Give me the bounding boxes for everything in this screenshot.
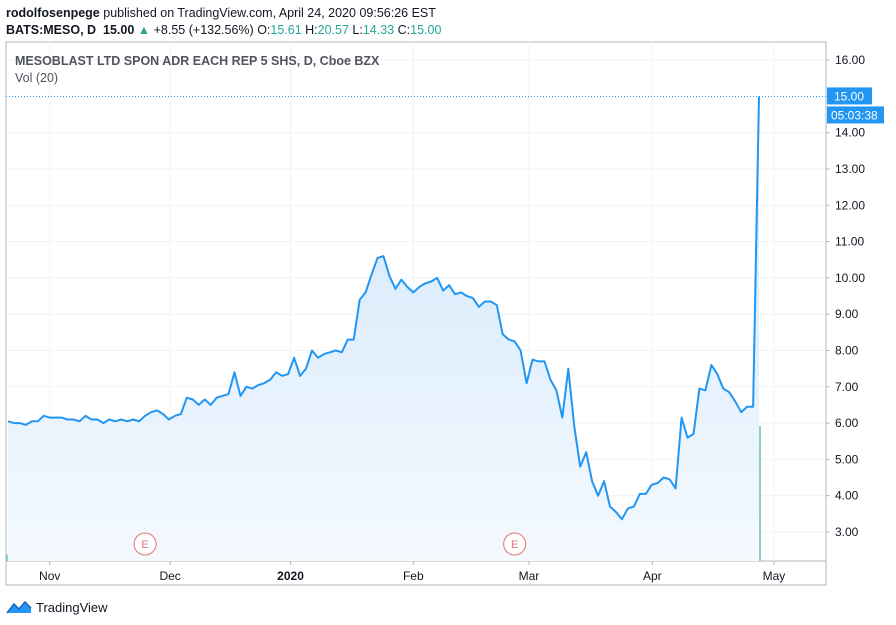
x-tick-label: Dec xyxy=(159,569,180,583)
y-tick-label: 3.00 xyxy=(835,525,859,539)
y-tick-label: 11.00 xyxy=(835,235,864,249)
symbol-line: BATS:MESO, D 15.00 ▲ +8.55 (+132.56%) O:… xyxy=(6,22,441,39)
y-tick-label: 7.00 xyxy=(835,380,859,394)
y-tick-label: 9.00 xyxy=(835,307,859,321)
earnings-marker-label: E xyxy=(141,539,148,551)
y-tick-label: 4.00 xyxy=(835,489,859,503)
x-tick-label: Apr xyxy=(643,569,662,583)
y-tick-label: 10.00 xyxy=(835,271,865,285)
low-label: L: xyxy=(352,23,363,37)
y-tick-label: 12.00 xyxy=(835,198,865,212)
countdown-label: 05:03:38 xyxy=(831,108,878,122)
x-tick-label: 2020 xyxy=(277,569,304,583)
legend-title: MESOBLAST LTD SPON ADR EACH REP 5 SHS, D… xyxy=(15,54,380,68)
close-value: 15.00 xyxy=(410,23,442,37)
up-arrow-icon: ▲ xyxy=(137,23,151,37)
publish-date: published on TradingView.com, April 24, … xyxy=(103,6,436,20)
last-price-label: 15.00 xyxy=(834,89,864,103)
change: +8.55 (+132.56%) xyxy=(153,23,254,37)
tradingview-brand[interactable]: TradingView xyxy=(6,597,108,617)
close-label: C: xyxy=(397,23,411,37)
y-tick-label: 14.00 xyxy=(835,126,865,140)
earnings-marker xyxy=(503,532,527,556)
tradingview-logo-icon xyxy=(6,600,32,614)
last-price: 15.00 xyxy=(103,23,135,37)
price-axis[interactable]: 3.00 4.00 5.00 6.00 7.00 8.00 9.00 10.00 11.00 12… xyxy=(826,53,865,539)
x-tick-label: Nov xyxy=(39,569,60,583)
publish-info: rodolfosenpege published on TradingView.… xyxy=(6,5,441,22)
y-tick-label: 13.00 xyxy=(835,162,865,176)
time-axis[interactable]: Nov Dec 2020 Feb Mar Apr May xyxy=(39,561,785,583)
y-tick-label: 16.00 xyxy=(835,53,865,67)
x-tick-label: Mar xyxy=(519,569,540,583)
volume-bar xyxy=(757,426,762,561)
open-label: O: xyxy=(257,23,271,37)
chart-header: rodolfosenpege published on TradingView.… xyxy=(6,5,441,39)
symbol[interactable]: BATS:MESO, D xyxy=(6,23,97,37)
price-area-fill xyxy=(8,96,759,562)
high-label: H: xyxy=(305,23,318,37)
y-tick-label: 8.00 xyxy=(835,343,859,357)
x-tick-label: May xyxy=(763,569,786,583)
last-price-tag: 15.00 05:03:38 xyxy=(827,87,884,124)
brand-name: TradingView xyxy=(36,599,108,615)
legend-volume: Vol (20) xyxy=(15,71,58,85)
earnings-marker xyxy=(133,532,157,556)
low-value: 14.33 xyxy=(362,23,395,37)
y-tick-label: 5.00 xyxy=(835,452,859,466)
open-value: 15.61 xyxy=(270,23,302,37)
price-line[interactable] xyxy=(7,96,760,521)
author-name[interactable]: rodolfosenpege xyxy=(6,6,100,20)
x-tick-label: Feb xyxy=(403,569,424,583)
earnings-marker-label: E xyxy=(511,539,518,551)
y-tick-label: 6.00 xyxy=(835,416,859,430)
high-value: 20.57 xyxy=(317,23,349,37)
